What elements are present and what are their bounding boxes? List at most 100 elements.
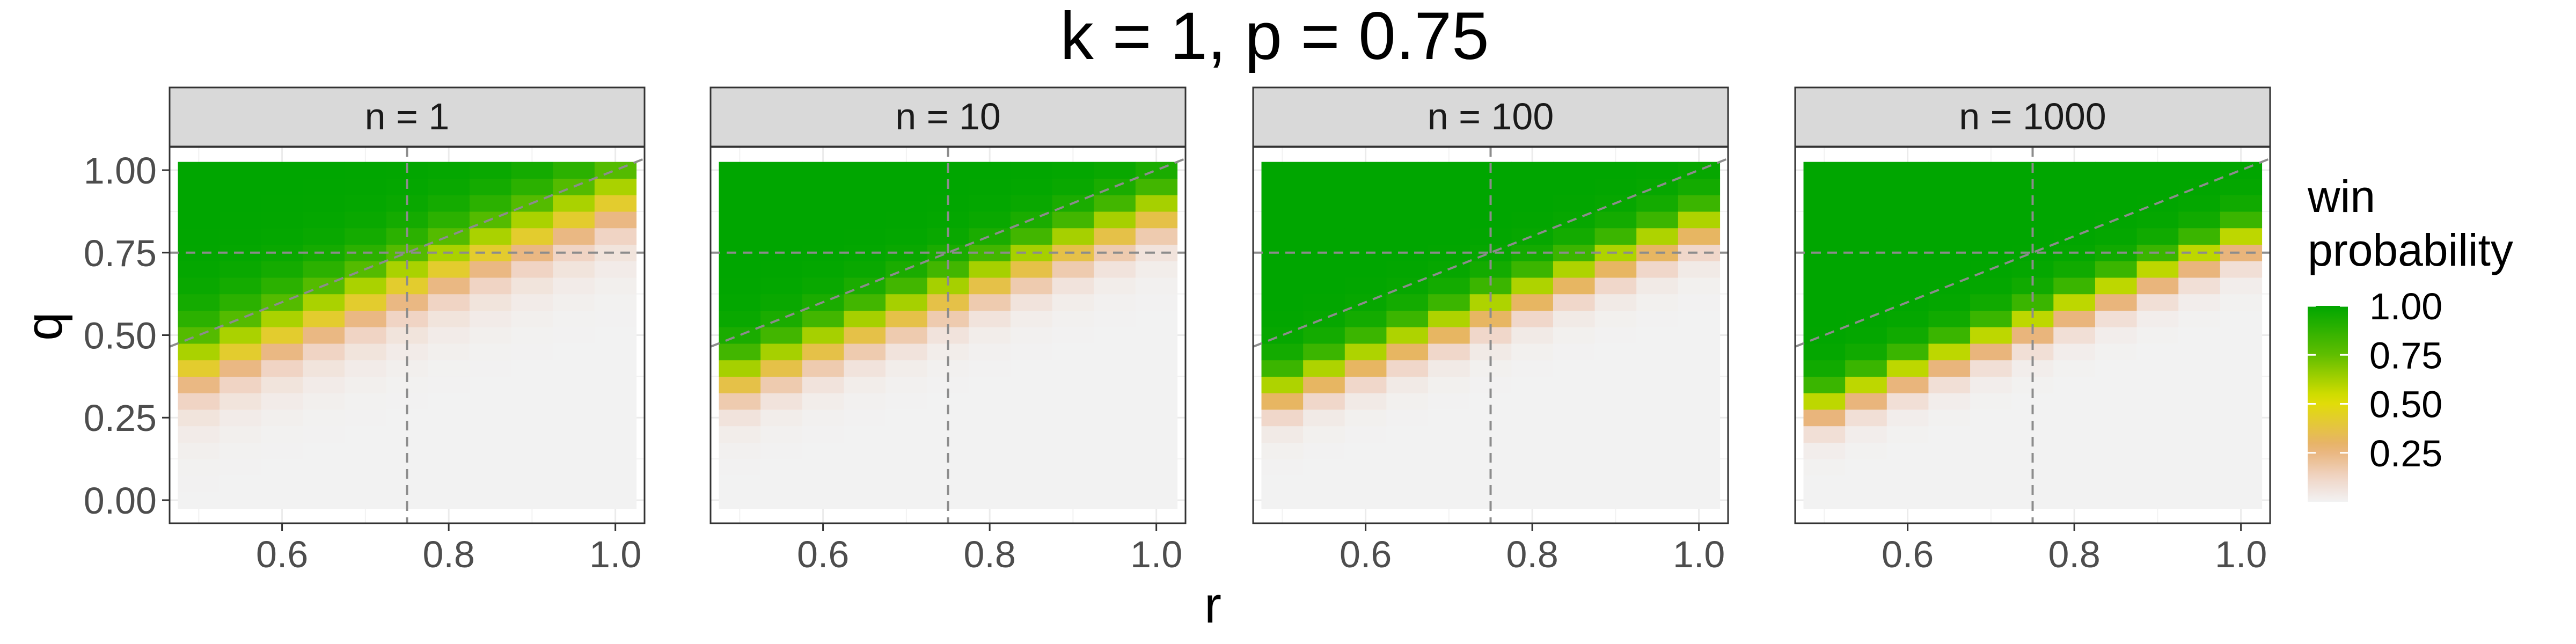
heatmap-cell [1594,426,1637,443]
heatmap-cell [760,228,803,245]
heatmap-cell [1010,376,1053,393]
heatmap-cell [1803,228,1846,245]
heatmap-cell [1970,409,2012,427]
heatmap-cell [802,426,845,443]
heatmap-cell [844,162,886,179]
heatmap-cell [1094,211,1136,229]
heatmap-cell [802,393,845,410]
heatmap-cell [1261,376,1304,393]
heatmap-cell [844,195,886,212]
heatmap-cell [844,442,886,459]
heatmap-cell [1094,195,1136,212]
heatmap-cell [594,228,637,245]
heatmap-cell [511,261,553,278]
heatmap-cell [1386,426,1429,443]
heatmap-cell [469,459,512,476]
heatmap-cell [2095,310,2138,327]
heatmap-cell [844,409,886,427]
heatmap-cell [553,492,595,509]
heatmap-cell [1261,195,1304,212]
heatmap-cell [2136,294,2179,311]
heatmap-cell [1594,228,1637,245]
heatmap-cell [2220,376,2263,393]
heatmap-cell [1511,475,1554,493]
heatmap-cell [178,244,220,261]
heatmap-cell [1803,492,1846,509]
y-tick-label: 0.00 [84,480,157,522]
heatmap-cell [969,294,1011,311]
heatmap-cell [261,360,304,377]
heatmap-cell [553,442,595,459]
heatmap-cell [1511,409,1554,427]
heatmap-cell [1094,475,1136,493]
heatmap-cell [428,195,470,212]
heatmap-cell [219,195,262,212]
heatmap-cell [1928,211,1971,229]
heatmap-cell [1803,261,1846,278]
heatmap-cell [178,310,220,327]
heatmap-cell [303,393,345,410]
heatmap-cell [2053,376,2096,393]
heatmap-cell [219,211,262,229]
heatmap-cell [844,475,886,493]
heatmap-cell [760,409,803,427]
heatmap-cell [2053,393,2096,410]
heatmap-cell [2053,261,2096,278]
heatmap-cell [594,409,637,427]
heatmap-cell [428,459,470,476]
heatmap-cell [2220,393,2263,410]
heatmap-cell [2220,228,2263,245]
heatmap-cell [844,327,886,344]
heatmap-cell [511,178,553,195]
heatmap-cell [1135,327,1178,344]
heatmap-cell [1678,327,1721,344]
x-tick-label: 0.6 [256,533,308,575]
heatmap-cell [719,459,761,476]
heatmap-cell [511,393,553,410]
heatmap-cell [469,409,512,427]
heatmap-cell [1344,162,1387,179]
heatmap-cell [1845,343,1887,361]
heatmap-cell [1678,294,1721,311]
heatmap-cell [553,409,595,427]
heatmap-cell [1135,244,1178,261]
x-tick-label: 0.8 [1506,533,1558,575]
heatmap-cell [1344,492,1387,509]
heatmap-cell [1886,459,1929,476]
heatmap-cell [719,277,761,295]
heatmap-cell [219,459,262,476]
heatmap-cell [1970,393,2012,410]
heatmap-cell [261,475,304,493]
heatmap-cell [178,195,220,212]
heatmap-cell [1928,409,1971,427]
heatmap-cell [178,178,220,195]
heatmap-cell [1261,492,1304,509]
heatmap-cell [719,261,761,278]
heatmap-cell [178,393,220,410]
heatmap-cell [802,442,845,459]
heatmap-cell [2220,360,2263,377]
heatmap-cell [1803,310,1846,327]
heatmap-cell [469,376,512,393]
heatmap-cell [802,162,845,179]
heatmap-cell [2095,195,2138,212]
heatmap-cell [885,343,928,361]
heatmap-cell [1928,459,1971,476]
heatmap-cell [1886,310,1929,327]
heatmap-cell [719,442,761,459]
heatmap-cell [1594,211,1637,229]
heatmap-cell [1094,442,1136,459]
heatmap-cell [594,211,637,229]
heatmap-cell [1636,195,1679,212]
heatmap-cell [1803,409,1846,427]
heatmap-cell [969,162,1011,179]
heatmap-cell [1928,442,1971,459]
heatmap-cell [1803,162,1846,179]
heatmap-cell [1094,277,1136,295]
heatmap-cell [1135,376,1178,393]
heatmap-cell [969,459,1011,476]
heatmap-cell [969,195,1011,212]
heatmap-cell [2095,442,2138,459]
heatmap-cell [1553,277,1596,295]
heatmap-cell [1010,162,1053,179]
